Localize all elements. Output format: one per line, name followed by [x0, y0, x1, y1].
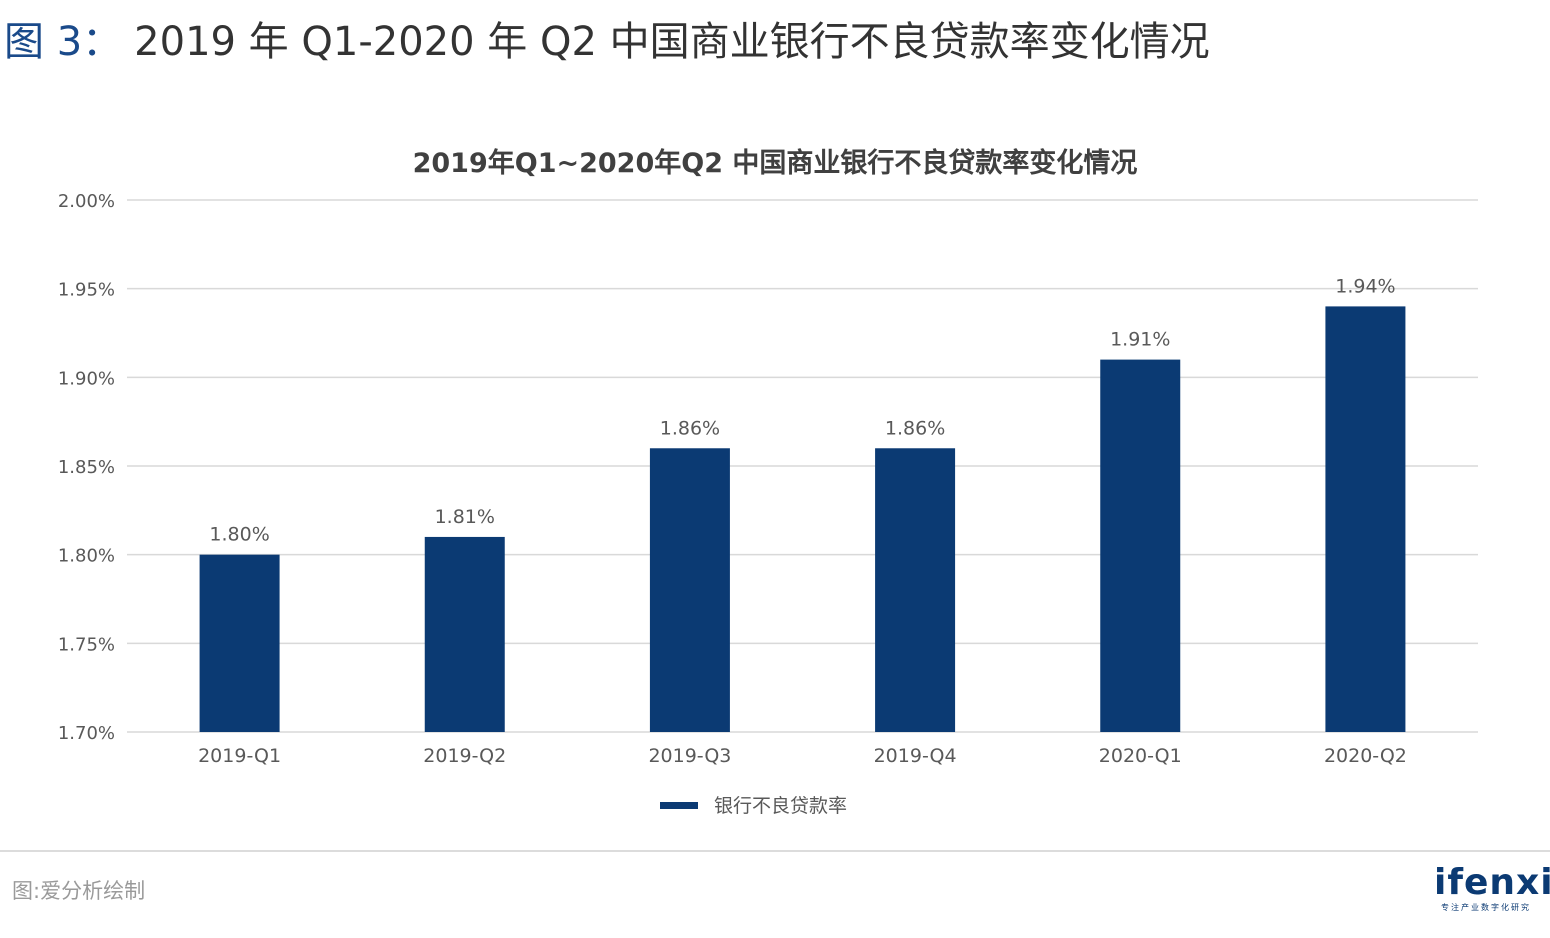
bar	[199, 554, 280, 732]
y-tick-label: 1.70%	[58, 723, 115, 744]
ifenxi-logo: ifenxi 专注产业数字化研究	[1434, 862, 1550, 914]
figure-label: 图 3	[4, 19, 83, 65]
x-tick-label: 2020-Q1	[1099, 745, 1182, 767]
bar-value-label: 1.80%	[209, 524, 269, 546]
figure-colon: ：	[82, 19, 123, 65]
bar	[1325, 306, 1406, 732]
bar-value-label: 1.86%	[660, 417, 720, 439]
x-axis-ticks: 2019-Q1 2019-Q2 2019-Q3 2019-Q4 2020-Q1 2020-…	[198, 745, 1407, 767]
y-tick-label: 1.85%	[58, 457, 115, 478]
footer-divider	[0, 850, 1550, 852]
bar-chart: 2019年Q1~2020年Q2 中国商业银行不良贷款率变化情况 1.70%1.7…	[58, 147, 1478, 817]
bar-value-label: 1.86%	[885, 417, 945, 439]
bar	[424, 536, 505, 732]
bar	[1100, 359, 1181, 732]
y-tick-label: 2.00%	[58, 191, 115, 212]
legend: 银行不良贷款率	[660, 795, 847, 817]
x-tick-label: 2020-Q2	[1324, 745, 1407, 767]
logo-tagline: 专注产业数字化研究	[1441, 903, 1531, 912]
bars	[199, 306, 1406, 732]
gridlines	[127, 199, 1478, 733]
data-labels: 1.80% 1.81% 1.86% 1.86% 1.91% 1.94%	[209, 275, 1395, 545]
y-tick-label: 1.90%	[58, 368, 115, 389]
chart-title: 2019年Q1~2020年Q2 中国商业银行不良贷款率变化情况	[413, 147, 1138, 179]
bar	[649, 448, 730, 732]
figure-title: 图 3： 2019 年 Q1-2020 年 Q2 中国商业银行不良贷款率变化情况	[4, 14, 1210, 70]
bar-value-label: 1.91%	[1110, 329, 1170, 351]
x-tick-label: 2019-Q4	[874, 745, 957, 767]
bar	[875, 448, 956, 732]
legend-label: 银行不良贷款率	[714, 795, 847, 817]
bar-value-label: 1.94%	[1335, 275, 1395, 297]
y-tick-label: 1.80%	[58, 546, 115, 567]
figure-title-text: 2019 年 Q1-2020 年 Q2 中国商业银行不良贷款率变化情况	[134, 19, 1210, 65]
x-tick-label: 2019-Q1	[198, 745, 281, 767]
y-tick-label: 1.95%	[58, 280, 115, 301]
legend-swatch	[660, 802, 698, 809]
source-note: 图:爱分析绘制	[12, 879, 146, 903]
x-tick-label: 2019-Q2	[423, 745, 506, 767]
x-tick-label: 2019-Q3	[648, 745, 731, 767]
logo-wordmark: ifenxi	[1434, 862, 1550, 903]
y-axis-ticks: 1.70% 1.75% 1.80% 1.85% 1.90% 1.95% 2.00%	[58, 191, 115, 744]
bar-value-label: 1.81%	[435, 506, 495, 528]
y-tick-label: 1.75%	[58, 634, 115, 655]
